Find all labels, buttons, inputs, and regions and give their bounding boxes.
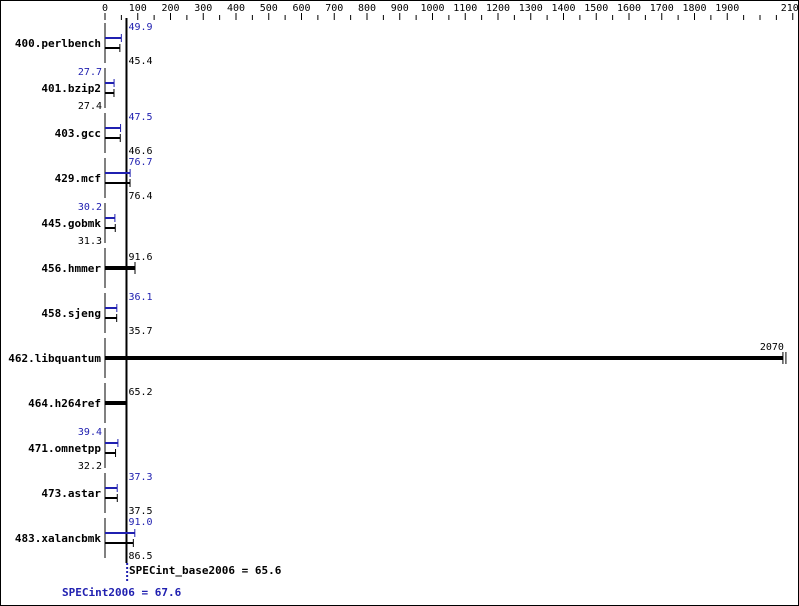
axis-tick-label: 1700 [650, 3, 674, 14]
axis-tick-label: 1300 [519, 3, 543, 14]
base-value-label: 32.2 [78, 461, 102, 472]
benchmark-label: 456.hmmer [41, 262, 101, 275]
axis-tick-label: 1000 [420, 3, 444, 14]
peak-value-label: 76.7 [128, 157, 152, 168]
axis-tick-label: 900 [391, 3, 409, 14]
axis-tick-label: 700 [325, 3, 343, 14]
axis-tick-label: 400 [227, 3, 245, 14]
axis-tick-label: 1800 [682, 3, 706, 14]
benchmark-label: 401.bzip2 [41, 82, 101, 95]
axis-tick-label: 1100 [453, 3, 477, 14]
peak-value-label: 49.9 [128, 22, 152, 33]
benchmark-label: 400.perlbench [15, 37, 101, 50]
axis-tick-label: 2100 [781, 3, 799, 14]
axis-tick-label: 200 [161, 3, 179, 14]
axis-tick-label: 300 [194, 3, 212, 14]
base-value-label: 45.4 [128, 56, 152, 67]
base-value-label: 31.3 [78, 236, 102, 247]
peak-mean-label: SPECint2006 = 67.6 [62, 586, 182, 599]
base-value-label: 76.4 [128, 191, 152, 202]
axis-tick-label: 600 [292, 3, 310, 14]
base-value-label: 46.6 [128, 146, 152, 157]
peak-value-label: 27.7 [78, 67, 102, 78]
peak-value-label: 37.3 [128, 472, 152, 483]
base-value-label: 2070 [760, 342, 784, 353]
peak-value-label: 91.0 [128, 517, 152, 528]
base-value-label: 86.5 [128, 551, 152, 562]
base-mean-label: SPECint_base2006 = 65.6 [129, 564, 282, 577]
axis-tick-label: 0 [102, 3, 108, 14]
base-value-label: 27.4 [78, 101, 102, 112]
base-value-label: 65.2 [128, 387, 152, 398]
axis-tick-label: 1600 [617, 3, 641, 14]
benchmark-label: 462.libquantum [8, 352, 101, 365]
axis-tick-label: 100 [129, 3, 147, 14]
axis-tick-label: 500 [260, 3, 278, 14]
peak-value-label: 30.2 [78, 202, 102, 213]
peak-value-label: 39.4 [78, 427, 102, 438]
axis-tick-label: 1200 [486, 3, 510, 14]
axis-tick-label: 1500 [584, 3, 608, 14]
axis-tick-label: 1900 [715, 3, 739, 14]
benchmark-label: 464.h264ref [28, 397, 101, 410]
base-value-label: 37.5 [128, 506, 152, 517]
benchmark-label: 429.mcf [55, 172, 101, 185]
benchmark-label: 471.omnetpp [28, 442, 101, 455]
benchmark-label: 473.astar [41, 487, 101, 500]
benchmark-label: 483.xalancbmk [15, 532, 101, 545]
benchmark-label: 403.gcc [55, 127, 101, 140]
benchmark-label: 445.gobmk [41, 217, 101, 230]
base-value-label: 35.7 [128, 326, 152, 337]
axis-tick-label: 800 [358, 3, 376, 14]
peak-value-label: 47.5 [128, 112, 152, 123]
peak-value-label: 36.1 [128, 292, 152, 303]
base-value-label: 91.6 [128, 252, 152, 263]
benchmark-label: 458.sjeng [41, 307, 101, 320]
axis-tick-label: 1400 [551, 3, 575, 14]
